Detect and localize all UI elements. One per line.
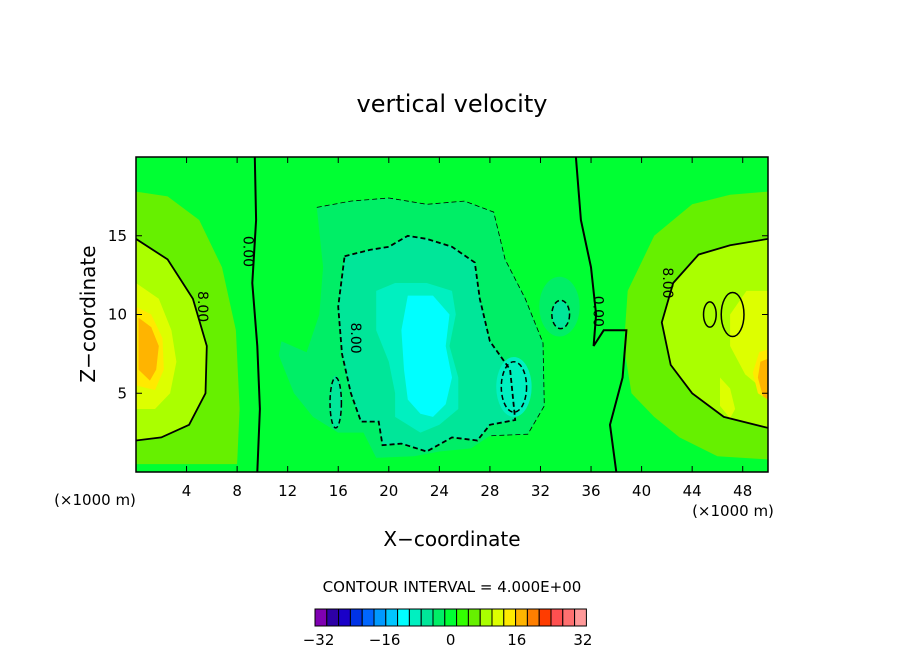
right-positive-contour [660,238,768,429]
x-tick-label-0: 4 [182,482,192,500]
colorbar-tick-label-0: −32 [303,631,335,649]
right-small-downdraft-8 [551,300,570,329]
right-inner-16 [720,377,736,419]
x-axis-title: X−coordinate [383,527,520,551]
right-inner-contour [720,291,745,338]
x-tick-label-6: 28 [480,482,499,500]
x-tick-label-5: 24 [430,482,449,500]
x-tick-label-1: 8 [232,482,242,500]
right-inner-small-contour [702,301,717,328]
center-downdraft-16 [401,295,452,417]
y-axis-title: Z−coordinate [76,245,100,382]
right-small-negative-contour [551,299,571,330]
colorbar-swatch-0 [314,608,328,627]
x-tick-label-7: 32 [531,482,550,500]
colorbar-swatch-12 [456,608,469,627]
colorbar-swatch-10 [432,608,446,627]
colorbar-swatch-2 [338,608,351,627]
x-tick-label-9: 40 [632,482,651,500]
colorbar-tick-label-3: 16 [507,631,526,649]
colorbar-tick-label-1: −16 [369,631,401,649]
left-positive-contour [136,238,208,442]
zero-contour-right [574,157,628,472]
colorbar-swatch-16 [503,608,517,627]
center-negative-contour [337,234,517,453]
colorbar-tick-labels: −32 −16 0 16 32 [303,631,593,649]
colorbar-swatch-3 [349,608,363,627]
mid-right-negative-contour [500,361,528,413]
y-tick-label-2: 15 [108,227,127,245]
colorbar-swatch-11 [444,608,458,627]
colorbar-swatch-14 [479,608,493,627]
colorbar-swatch-1 [326,608,340,627]
left-small-negative-contour [329,376,343,429]
x-axis: 4 8 12 16 20 24 28 32 36 40 44 48 [182,157,752,500]
contour-label-2: 8.00 [347,323,363,354]
colorbar-swatch-15 [491,608,505,627]
chart-title: vertical velocity [357,90,548,118]
contour-label-3: 0.00 [590,296,606,327]
colorbar-swatch-6 [385,608,399,627]
contour-label-4: 8.00 [659,267,675,298]
colorbar-swatch-19 [538,608,552,627]
x-tick-label-8: 36 [581,482,600,500]
colorbar-swatch-21 [562,608,576,627]
colorbar-tick-label-2: 0 [446,631,456,649]
contour-labels: 0.00 8.00 8.00 0.00 8.00 [194,236,675,354]
center-outer-contour [316,197,545,437]
colorbar-swatch-13 [467,608,481,627]
colorbar-tick-label-4: 32 [573,631,592,649]
x-tick-label-2: 12 [278,482,297,500]
x-tick-label-4: 20 [379,482,398,500]
x-tick-label-11: 48 [733,482,752,500]
x-unit-left: (×1000 m) [54,491,136,509]
plot-area [136,157,768,472]
colorbar-swatch-7 [397,608,410,627]
mid-right-downdraft-12 [496,357,532,417]
colorbar-swatch-17 [515,608,528,627]
right-lobe-12 [661,238,768,428]
colorbar [314,608,587,627]
colorbar-swatch-8 [408,608,422,627]
zero-contour-left [251,157,261,472]
colorbar-swatch-5 [373,608,387,627]
y-axis: 5 10 15 [108,227,768,402]
x-unit-right: (×1000 m) [692,502,774,520]
contour-label-1: 8.00 [194,291,210,322]
colorbar-swatch-18 [526,608,540,627]
left-small-downdraft-8 [329,375,343,430]
colorbar-swatch-20 [550,608,564,627]
y-tick-label-0: 5 [117,384,127,402]
colorbar-swatch-22 [574,608,587,627]
left-lobe-24 [138,317,159,381]
contour-label-0: 0.00 [239,236,255,267]
x-tick-label-3: 16 [329,482,348,500]
y-tick-label-1: 10 [108,306,127,324]
right-lobe-24 [757,358,768,400]
x-tick-label-10: 44 [683,482,702,500]
contour-interval: CONTOUR INTERVAL = 4.000E+00 [323,578,582,596]
colorbar-swatch-4 [361,608,375,627]
colorbar-swatch-9 [420,608,434,627]
